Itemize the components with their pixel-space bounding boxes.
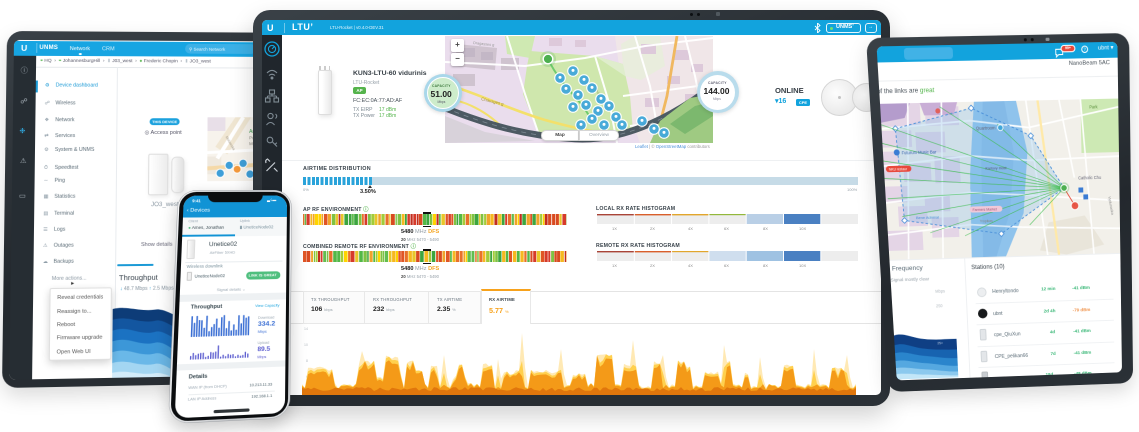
svg-text:25+: 25+ (937, 341, 944, 346)
svg-text:Quartroom: Quartroom (976, 126, 996, 131)
svg-text:Chausges g: Chausges g (481, 96, 505, 107)
svg-text:Farmers Market: Farmers Market (972, 207, 997, 212)
svg-text:Molawska: Molawska (224, 135, 235, 151)
svg-text:Karlovy most: Karlovy most (985, 165, 1007, 170)
svg-text:Bene Admiral: Bene Admiral (916, 215, 939, 220)
svg-text:Vydunaska: Vydunaska (1107, 196, 1115, 216)
svg-text:Tropikas: Tropikas (980, 218, 993, 223)
svg-text:Park: Park (1089, 105, 1098, 110)
svg-text:Futurum Music Bar: Futurum Music Bar (902, 150, 937, 156)
svg-text:Dragasses g: Dragasses g (473, 41, 495, 47)
svg-text:Catholic Chu: Catholic Chu (1078, 175, 1101, 180)
svg-text:NKU restaur: NKU restaur (889, 167, 908, 171)
